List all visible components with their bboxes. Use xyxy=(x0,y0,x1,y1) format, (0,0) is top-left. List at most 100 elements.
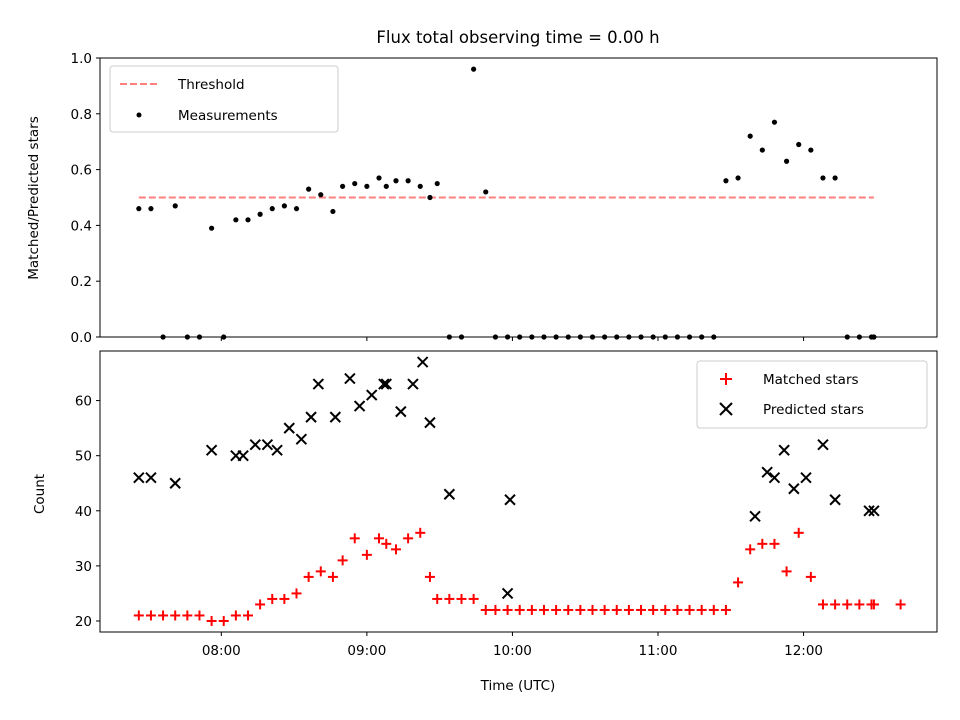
matched-point xyxy=(468,593,479,604)
top-x-ticks xyxy=(220,337,805,341)
matched-point xyxy=(182,610,193,621)
matched-point xyxy=(733,577,744,588)
predicted-point xyxy=(407,378,419,390)
bottom-legend: Matched stars Predicted stars xyxy=(696,360,928,429)
measurement-point xyxy=(735,175,741,181)
matched-point xyxy=(490,604,501,615)
predicted-point xyxy=(145,472,157,484)
chart-title: Flux total observing time = 0.00 h xyxy=(376,28,659,47)
matched-point xyxy=(381,538,392,549)
measurement-point xyxy=(723,178,729,184)
matched-point xyxy=(611,604,622,615)
bottom-y-tick-label: 30 xyxy=(75,559,92,575)
x-tick-label: 10:00 xyxy=(493,643,532,659)
predicted-point xyxy=(761,466,773,478)
predicted-point xyxy=(283,422,295,434)
matched-point xyxy=(415,527,426,538)
x-tick-label: 11:00 xyxy=(639,643,678,659)
measurement-point xyxy=(405,178,411,184)
predicted-point xyxy=(271,444,283,456)
bottom-legend-box xyxy=(696,360,928,429)
measurement-point xyxy=(383,183,389,189)
measurement-point xyxy=(330,208,336,215)
measurement-point xyxy=(233,217,239,223)
measurement-point xyxy=(471,66,477,72)
matched-point xyxy=(793,527,804,538)
predicted-point xyxy=(817,438,829,451)
matched-point xyxy=(158,610,169,621)
matched-point xyxy=(502,604,513,615)
measurement-point xyxy=(808,147,814,153)
matched-point xyxy=(696,604,707,615)
legend-matched-label: Matched stars xyxy=(763,372,859,388)
bottom-plot-area xyxy=(133,356,906,626)
measurement-point xyxy=(832,175,838,181)
matched-point xyxy=(145,610,156,621)
measurement-point xyxy=(340,183,346,189)
x-tick-label: 12:00 xyxy=(784,643,823,659)
predicted-point xyxy=(778,444,790,456)
matched-point xyxy=(648,604,659,615)
measurement-point xyxy=(281,203,287,209)
top-y-tick-label: 0.4 xyxy=(71,218,92,234)
top-axes: 0.0 0.2 0.4 0.6 0.8 1.0 Matched/Predicted sta… xyxy=(26,51,938,346)
matched-point xyxy=(291,588,302,599)
matched-point xyxy=(337,555,348,566)
matched-point xyxy=(599,604,610,615)
predicted-point xyxy=(829,494,841,506)
predicted-point xyxy=(169,477,181,489)
matched-point xyxy=(279,593,290,604)
measurement-point xyxy=(427,194,433,201)
predicted-point xyxy=(237,449,249,462)
bottom-y-tick-label: 50 xyxy=(75,449,92,465)
matched-point xyxy=(817,599,828,610)
matched-point xyxy=(133,610,144,621)
matched-point xyxy=(444,593,455,604)
matched-point xyxy=(684,604,695,615)
x-tick-label: 09:00 xyxy=(347,643,386,659)
matched-point xyxy=(781,566,792,577)
matched-point xyxy=(708,604,719,615)
measurement-point xyxy=(393,178,399,184)
predicted-point xyxy=(800,472,812,484)
matched-point xyxy=(895,599,906,610)
predicted-point xyxy=(133,472,145,484)
predicted-point xyxy=(312,378,325,390)
top-legend: Threshold Measurements xyxy=(109,65,339,133)
predicted-point xyxy=(424,416,436,429)
matched-point xyxy=(551,604,562,615)
matched-point xyxy=(805,571,816,582)
matched-point xyxy=(230,610,241,621)
top-y-tick-label: 0.2 xyxy=(71,274,92,290)
measurement-point xyxy=(796,141,802,148)
bottom-y-tick-label: 40 xyxy=(75,504,92,520)
measurement-point xyxy=(245,217,251,223)
bottom-y-ticks: 20 30 40 50 60 xyxy=(75,394,100,630)
predicted-point xyxy=(378,378,390,390)
top-y-tick-label: 0.6 xyxy=(71,163,92,179)
matched-point xyxy=(538,604,549,615)
matched-point xyxy=(374,533,384,544)
bottom-y-tick-label: 60 xyxy=(75,394,92,410)
measurement-point xyxy=(759,147,765,153)
matched-point xyxy=(526,604,537,615)
matched-point xyxy=(218,615,229,626)
predicted-point xyxy=(295,433,308,445)
measurement-point xyxy=(318,192,324,198)
predicted-point xyxy=(344,372,356,385)
matched-point xyxy=(672,604,683,615)
measurement-point xyxy=(136,206,142,212)
measurement-point xyxy=(364,183,370,189)
predicted-point xyxy=(205,444,218,456)
matched-point xyxy=(745,544,756,555)
matched-point xyxy=(267,593,278,604)
predicted-point xyxy=(749,510,761,523)
legend-threshold-label: Threshold xyxy=(177,77,245,93)
x-axis-label: Time (UTC) xyxy=(480,678,556,694)
bottom-y-tick-label: 20 xyxy=(75,614,92,630)
matched-point xyxy=(623,604,634,615)
measurement-point xyxy=(376,175,382,181)
measurement-point xyxy=(747,133,753,139)
measurement-point xyxy=(148,206,154,212)
